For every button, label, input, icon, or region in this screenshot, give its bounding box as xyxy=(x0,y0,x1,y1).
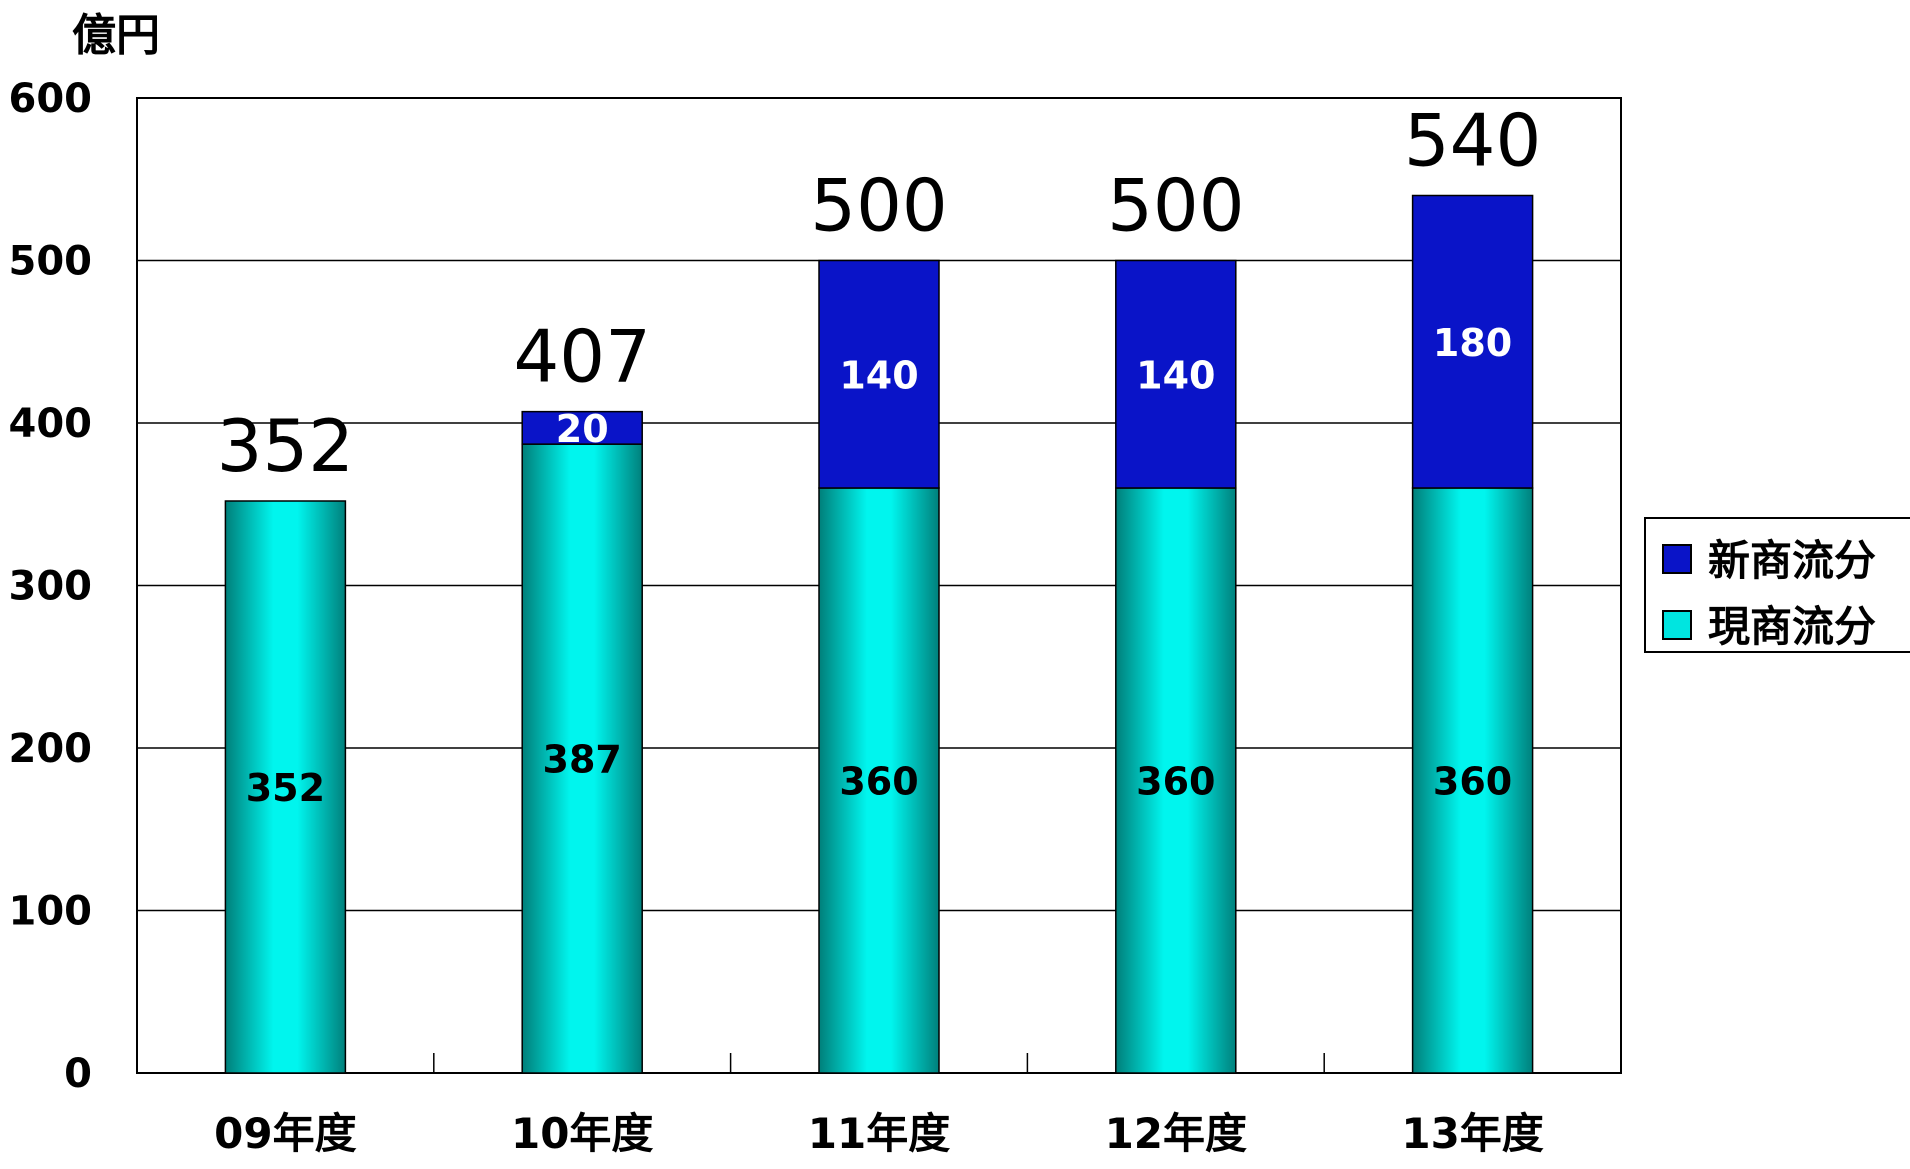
bar-segment-current xyxy=(818,487,940,1074)
y-tick-label: 300 xyxy=(9,564,93,610)
x-tick-label: 12年度 xyxy=(1105,1109,1247,1158)
bar-segment-new xyxy=(818,259,940,489)
bar-segment-new xyxy=(1411,194,1534,489)
bar-segment-current xyxy=(1411,487,1534,1074)
bars: 352 387 20 360 140 360 140 360 180 xyxy=(224,194,1534,1074)
segment-label-new: 140 xyxy=(839,353,918,397)
y-tick-label: 0 xyxy=(64,1051,92,1097)
bar-segment-current xyxy=(1115,487,1237,1074)
segment-label-new: 20 xyxy=(556,407,609,451)
total-labels: 352 407 500 500 540 xyxy=(217,99,1542,489)
legend: 新商流分 現商流分 xyxy=(1644,517,1910,653)
x-tick-label: 13年度 xyxy=(1401,1109,1543,1158)
y-tick-label: 500 xyxy=(9,239,93,285)
legend-label-current: 現商流分 xyxy=(1708,602,1876,651)
segment-label-current: 360 xyxy=(839,760,918,804)
segment-label-new: 140 xyxy=(1136,353,1215,397)
segment-label-current: 387 xyxy=(543,738,622,782)
total-label: 540 xyxy=(1404,99,1541,183)
y-tick-label: 400 xyxy=(9,401,93,447)
x-axis: 09年度 10年度 11年度 12年度 13年度 xyxy=(214,1053,1544,1158)
unit-label: 億円 xyxy=(72,10,160,61)
total-label: 500 xyxy=(810,164,947,248)
segment-label-current: 352 xyxy=(246,766,325,810)
legend-swatch-current xyxy=(1662,610,1692,640)
y-tick-label: 100 xyxy=(9,889,93,935)
total-label: 500 xyxy=(1107,164,1244,248)
bar-segment-current xyxy=(224,500,347,1074)
bar-segment-new xyxy=(1115,259,1237,489)
bar-segment-new xyxy=(521,410,643,445)
segment-label-new: 180 xyxy=(1433,321,1512,365)
y-tick-label: 200 xyxy=(9,726,93,772)
segment-label-current: 360 xyxy=(1136,760,1215,804)
y-tick-label: 600 xyxy=(9,76,93,122)
y-axis: 0 100 200 300 400 500 600 xyxy=(9,76,93,1097)
bar-segment-current xyxy=(521,443,643,1074)
x-tick-label: 11年度 xyxy=(808,1109,950,1158)
total-label: 352 xyxy=(217,404,354,488)
legend-swatch-new xyxy=(1662,544,1692,574)
legend-label-new: 新商流分 xyxy=(1708,536,1876,585)
total-label: 407 xyxy=(513,315,650,399)
x-tick-label: 10年度 xyxy=(511,1109,653,1158)
segment-label-current: 360 xyxy=(1433,760,1512,804)
x-tick-label: 09年度 xyxy=(214,1109,356,1158)
